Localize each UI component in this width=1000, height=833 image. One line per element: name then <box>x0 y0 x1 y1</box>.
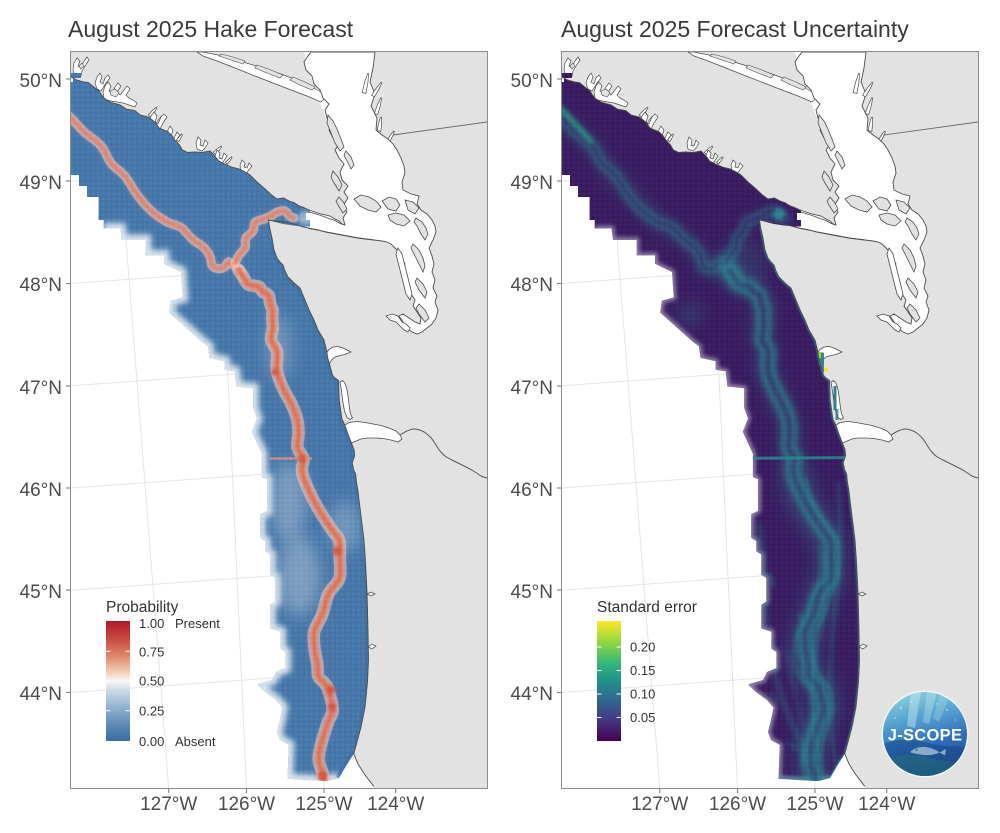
svg-text:Absent: Absent <box>175 734 216 749</box>
svg-text:0.75: 0.75 <box>139 645 164 660</box>
svg-text:Standard error: Standard error <box>597 599 697 616</box>
svg-text:J-SCOPE: J-SCOPE <box>888 727 963 745</box>
svg-text:0.05: 0.05 <box>630 710 655 725</box>
svg-text:Present: Present <box>175 616 220 631</box>
svg-text:0.50: 0.50 <box>139 674 164 689</box>
svg-text:0.25: 0.25 <box>139 703 164 718</box>
svg-text:0.10: 0.10 <box>630 687 655 702</box>
svg-text:Probability: Probability <box>106 599 179 616</box>
svg-text:0.20: 0.20 <box>630 640 655 655</box>
svg-text:1.00: 1.00 <box>139 616 164 631</box>
svg-text:0.00: 0.00 <box>139 734 164 749</box>
svg-text:0.15: 0.15 <box>630 663 655 678</box>
